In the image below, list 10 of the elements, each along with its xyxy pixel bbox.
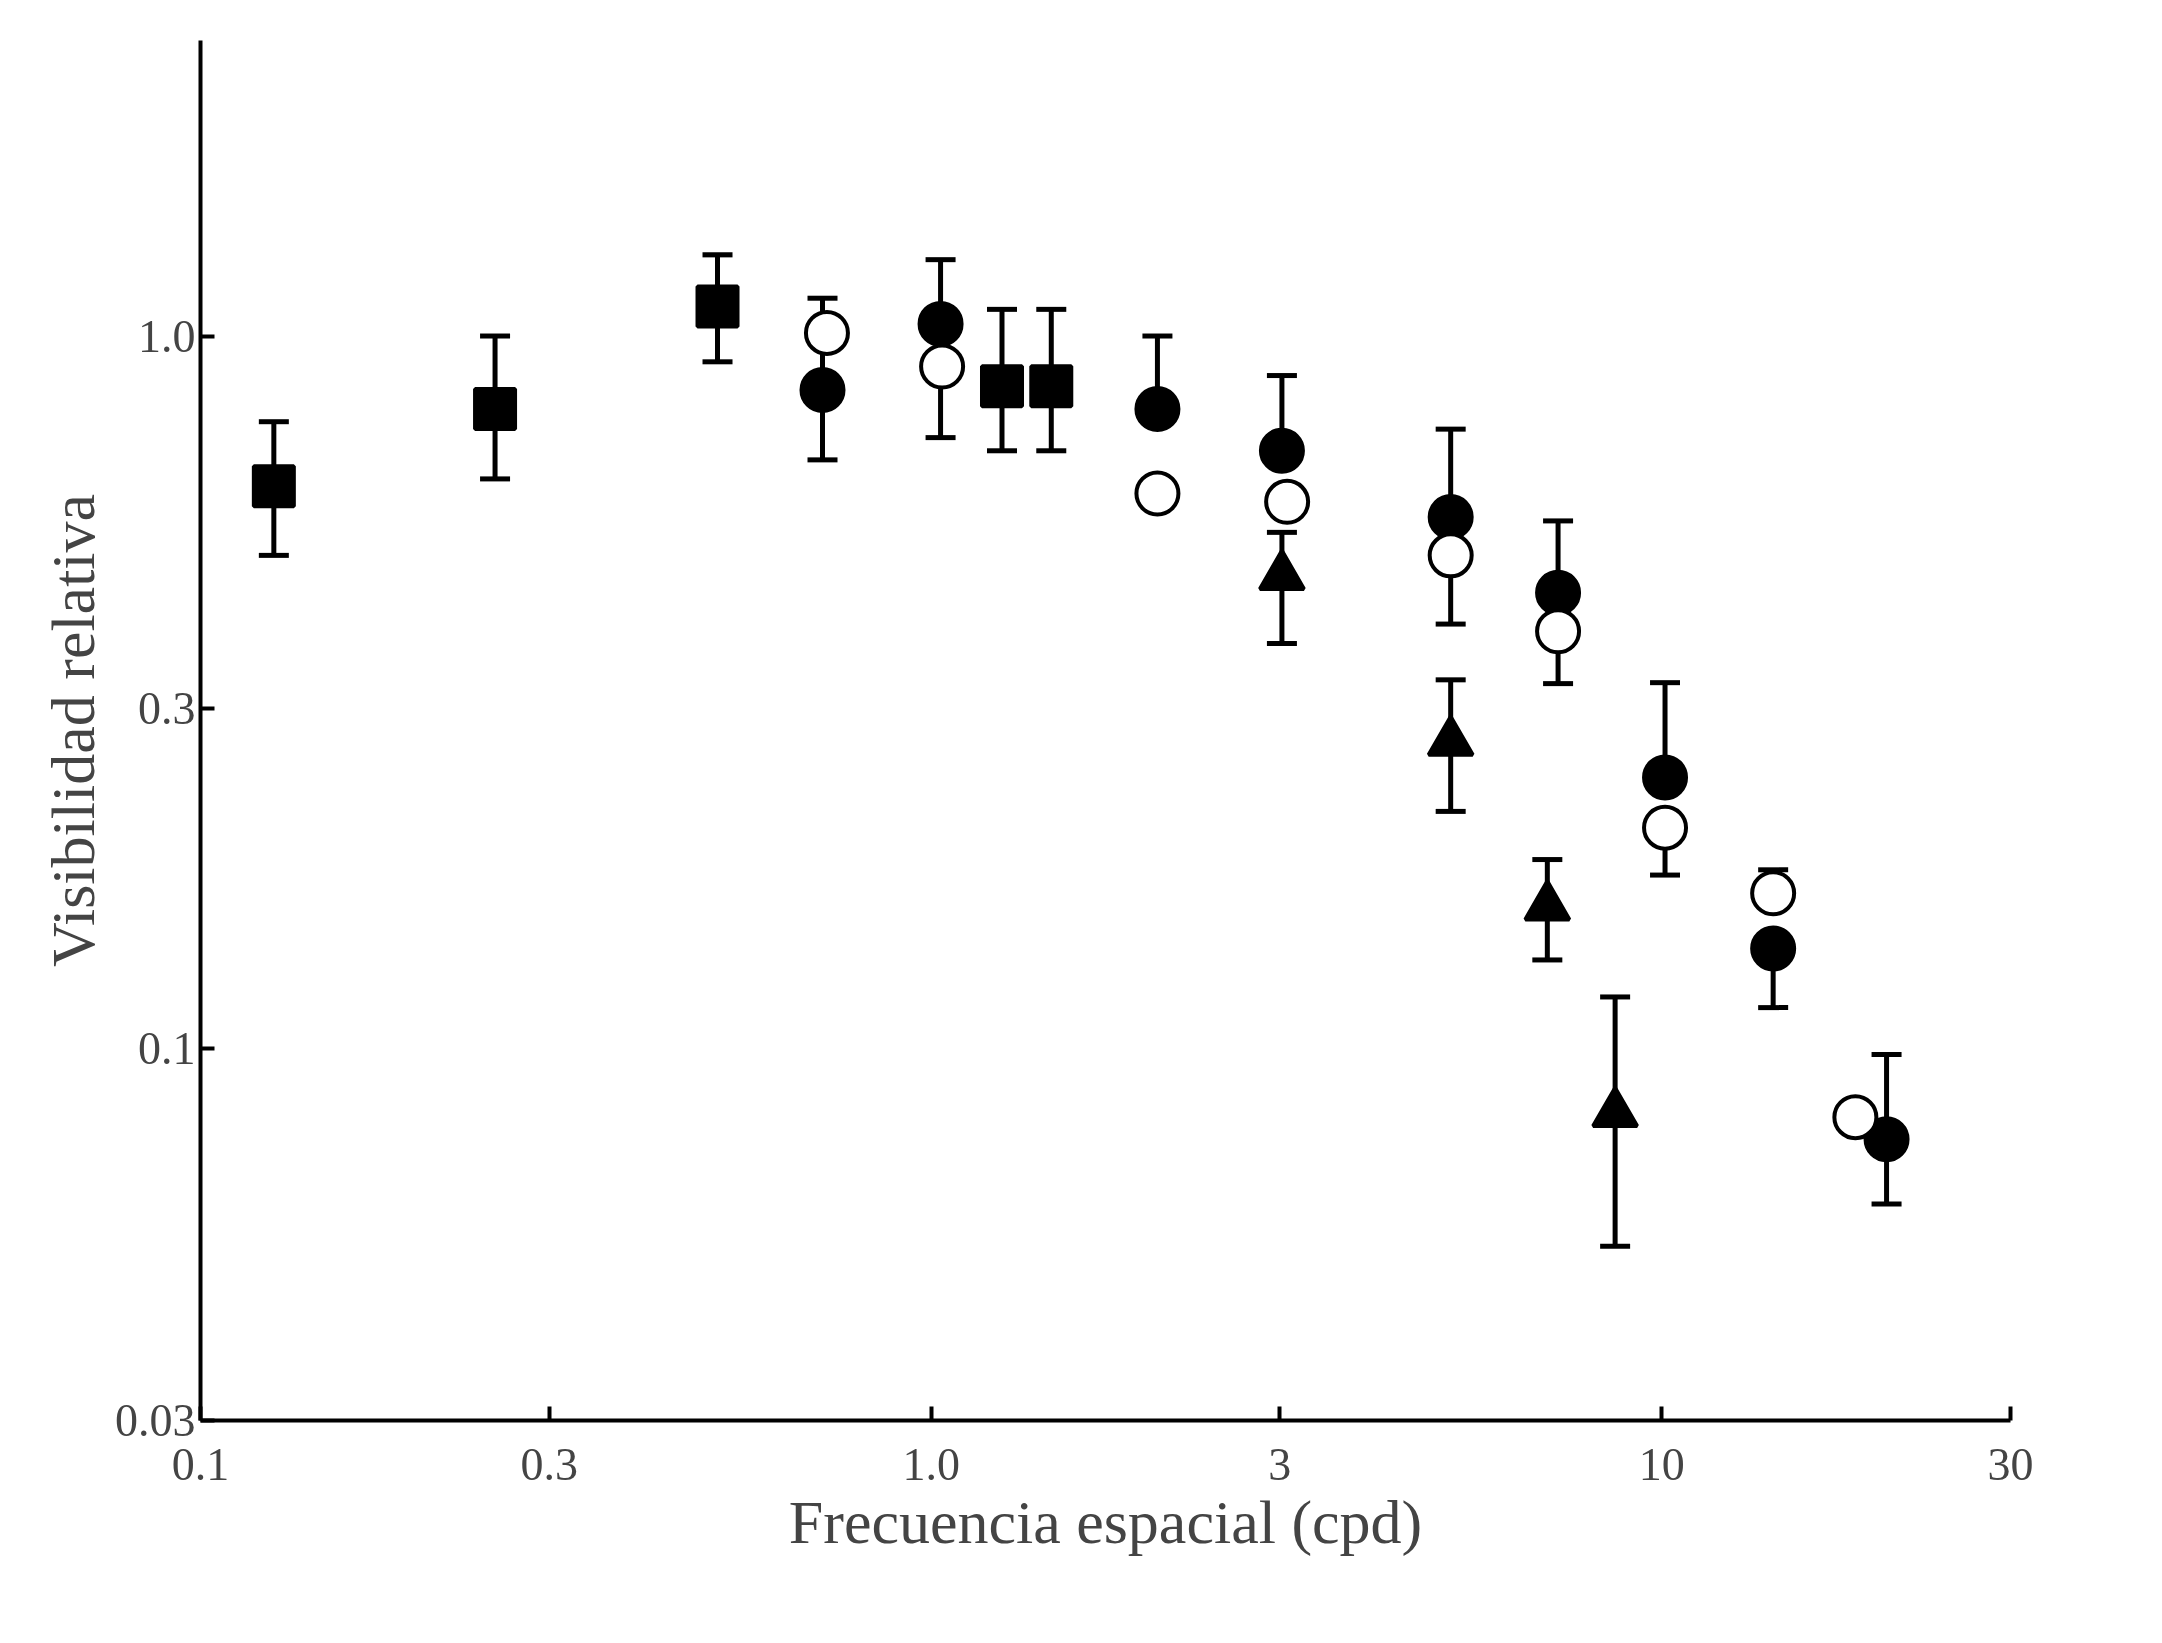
x-tick-label: 3 [1268, 1438, 1292, 1490]
x-axis-title: Frecuencia espacial (cpd) [788, 1487, 1423, 1557]
x-tick-label: 10 [1638, 1438, 1685, 1490]
y-tick-label: 0.3 [138, 682, 196, 734]
x-tick-label: 30 [1987, 1438, 2034, 1490]
y-tick-label: 0.1 [138, 1022, 196, 1074]
x-tick-label: 1.0 [902, 1438, 960, 1490]
y-axis-title: Visibilidad relativa [39, 493, 107, 968]
y-tick-label: 1.0 [138, 310, 196, 362]
x-tick-label: 0.3 [520, 1438, 578, 1490]
